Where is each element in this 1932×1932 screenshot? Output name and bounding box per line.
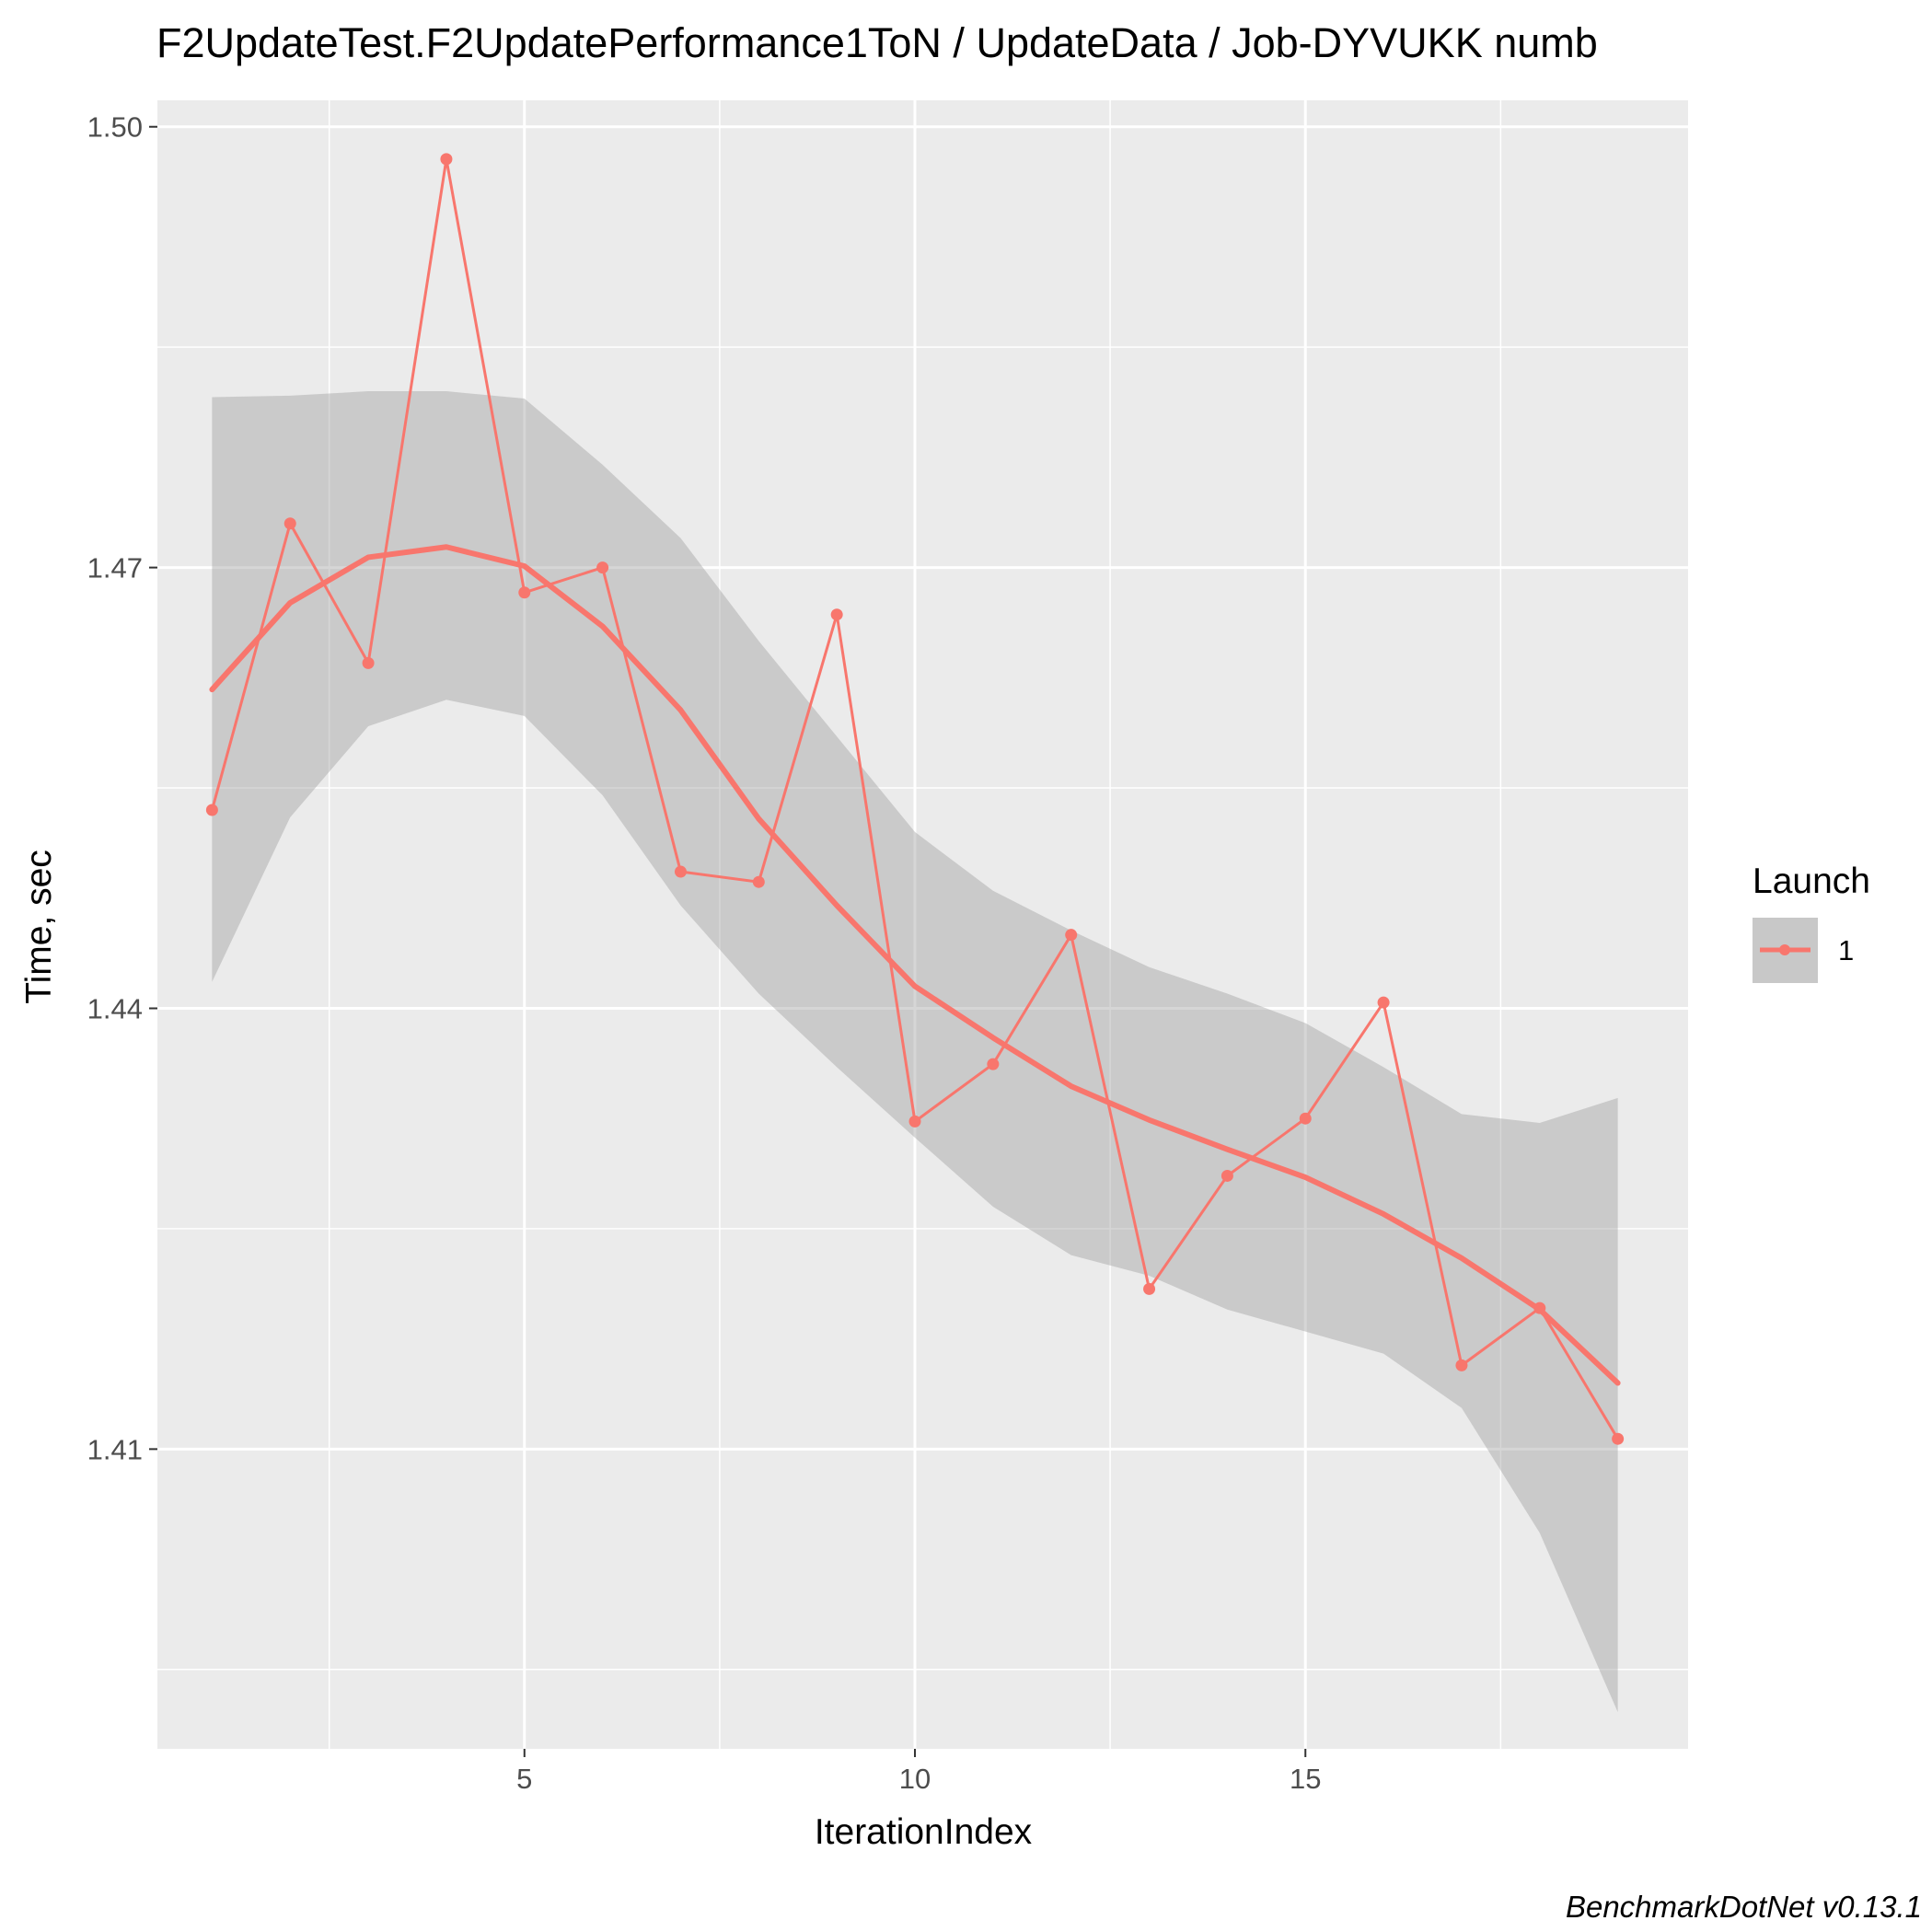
y-tick-label: 1.41 xyxy=(87,1433,143,1465)
data-point xyxy=(908,1115,921,1128)
x-tick-label: 5 xyxy=(516,1763,532,1795)
data-point xyxy=(1299,1112,1312,1125)
minor-gridlines xyxy=(157,100,1688,1749)
data-point xyxy=(987,1058,1000,1070)
data-point xyxy=(1221,1169,1233,1182)
x-tick-label: 15 xyxy=(1290,1763,1321,1795)
data-point xyxy=(440,153,453,166)
y-axis: 1.41 1.44 1.47 1.50 xyxy=(87,111,157,1465)
y-tick-label: 1.47 xyxy=(87,552,143,584)
data-point xyxy=(596,561,609,574)
data-point xyxy=(830,608,843,621)
major-gridlines xyxy=(157,100,1688,1749)
x-axis-title: IterationIndex xyxy=(815,1812,1033,1852)
y-tick-label: 1.50 xyxy=(87,111,143,144)
data-point xyxy=(283,517,296,530)
legend-key-point xyxy=(1779,944,1790,955)
data-point xyxy=(674,865,687,878)
legend: Launch 1 xyxy=(1753,862,1870,983)
data-point xyxy=(1612,1432,1625,1445)
x-tick-label: 10 xyxy=(899,1763,931,1795)
data-point xyxy=(205,804,218,816)
data-point xyxy=(362,656,375,669)
smooth-line xyxy=(209,544,1621,1386)
chart-title: F2UpdateTest.F2UpdatePerformance1ToN / U… xyxy=(156,19,1598,66)
data-point xyxy=(1143,1282,1156,1295)
legend-label: 1 xyxy=(1838,934,1854,966)
smooth-layer xyxy=(209,544,1621,1386)
data-point xyxy=(1377,996,1390,1009)
series-layer xyxy=(205,153,1625,1445)
y-tick-label: 1.44 xyxy=(87,992,143,1024)
caption: BenchmarkDotNet v0.13.1 xyxy=(1566,1890,1922,1924)
legend-title: Launch xyxy=(1753,862,1870,901)
x-axis: 5 10 15 xyxy=(516,1749,1321,1795)
data-point xyxy=(1455,1359,1468,1371)
data-point xyxy=(752,875,765,888)
data-point xyxy=(1065,929,1078,942)
data-point xyxy=(518,586,531,599)
confidence-band xyxy=(212,391,1618,1713)
y-axis-title: Time, sec xyxy=(19,850,59,1004)
confidence-band-layer xyxy=(212,391,1618,1713)
